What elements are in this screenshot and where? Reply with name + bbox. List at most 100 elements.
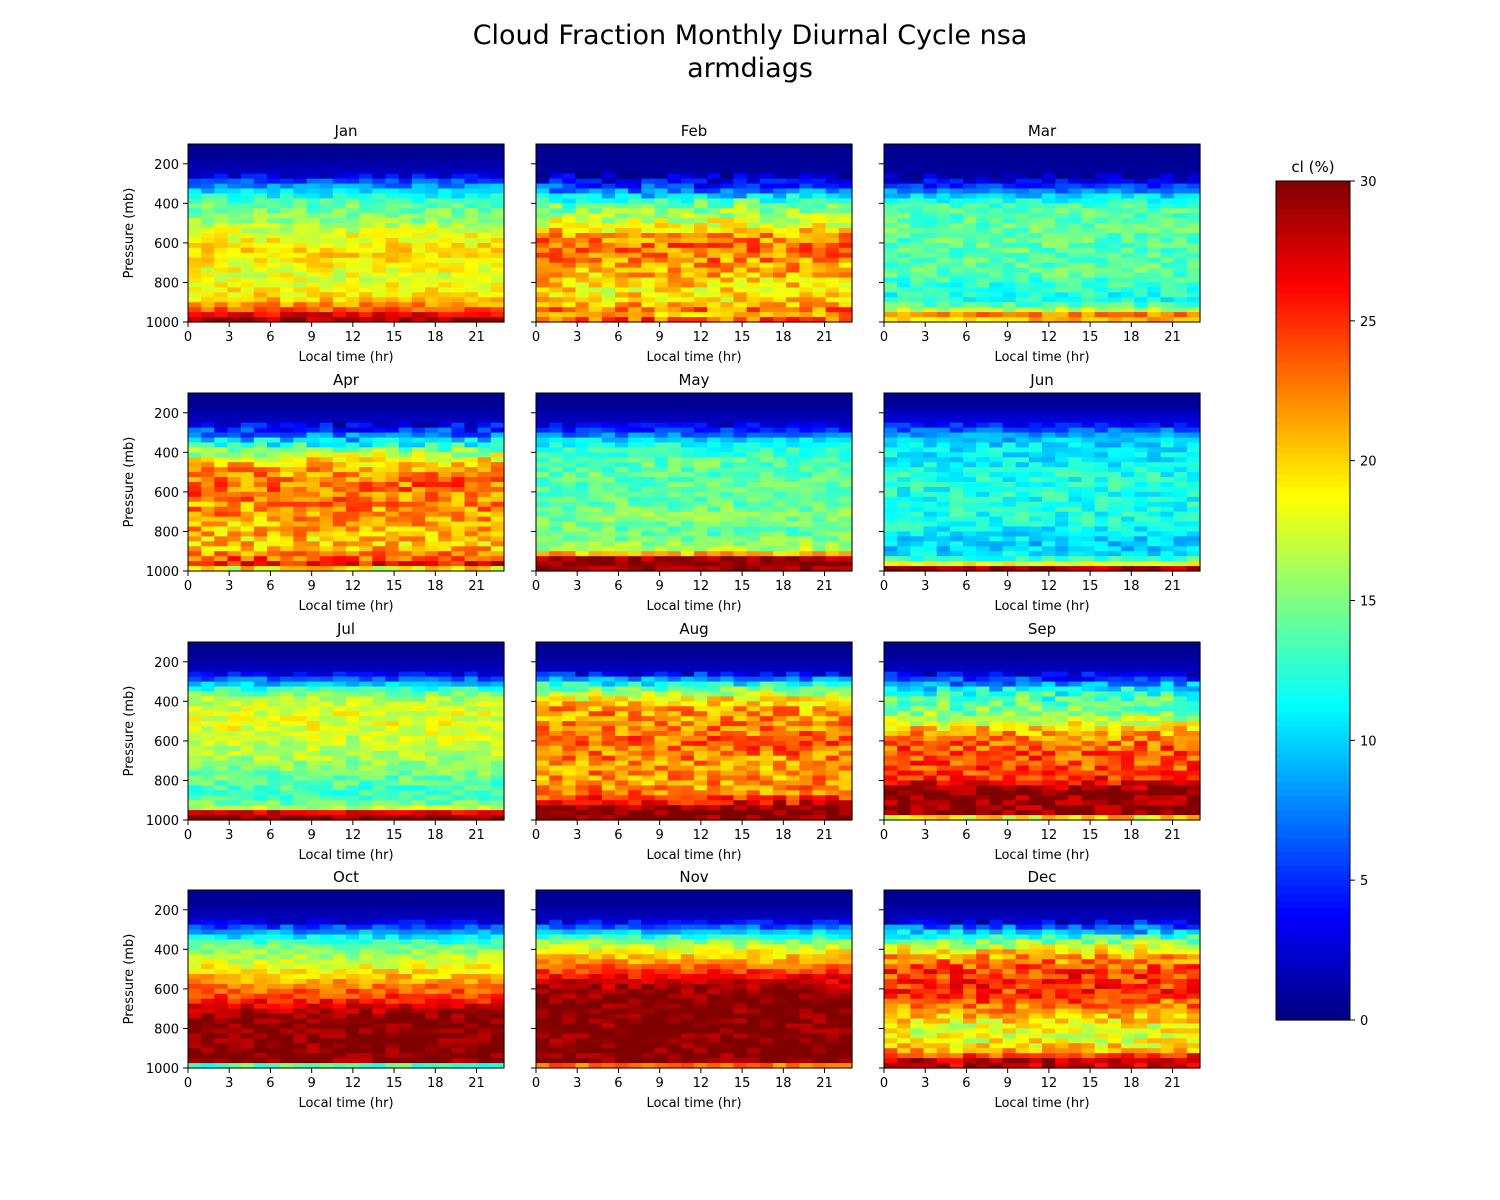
- heatmap-cell: [1015, 312, 1030, 318]
- heatmap-cell: [1094, 317, 1109, 323]
- heatmap-cell: [411, 501, 426, 508]
- heatmap-cell: [411, 237, 426, 244]
- heatmap-cell: [707, 511, 721, 518]
- heatmap-cell: [746, 198, 761, 204]
- heatmap-cell: [359, 482, 373, 488]
- heatmap-cell: [1160, 163, 1175, 170]
- heatmap-cell: [720, 472, 735, 478]
- heatmap-cell: [411, 521, 426, 528]
- heatmap-cell: [733, 277, 748, 284]
- heatmap-cell: [253, 158, 268, 165]
- heatmap-cell: [746, 516, 761, 523]
- heatmap-cell: [477, 467, 492, 473]
- heatmap-cell: [490, 188, 505, 195]
- heatmap-cell: [615, 531, 629, 537]
- heatmap-cell: [1068, 247, 1083, 254]
- heatmap-cell: [963, 237, 977, 244]
- heatmap-cell: [1107, 173, 1122, 180]
- heatmap-cell: [680, 516, 695, 523]
- heatmap-cell: [588, 247, 603, 254]
- chart-title: Cloud Fraction Monthly Diurnal Cycle nsa: [472, 20, 1028, 51]
- heatmap-cell: [923, 277, 938, 284]
- heatmap-cell: [825, 317, 840, 323]
- heatmap-cell: [825, 467, 840, 473]
- heatmap-cell: [464, 237, 479, 244]
- heatmap-cell: [1055, 247, 1069, 254]
- heatmap-cell: [227, 432, 242, 439]
- heatmap-cell: [562, 407, 577, 414]
- heatmap-cell: [438, 153, 452, 160]
- heatmap-cell: [425, 267, 439, 274]
- heatmap-cell: [1068, 477, 1083, 483]
- heatmap-cell: [477, 462, 492, 468]
- heatmap-cell: [227, 173, 242, 180]
- heatmap-cell: [949, 541, 964, 547]
- heatmap-cell: [411, 432, 426, 439]
- heatmap-cell: [293, 496, 308, 503]
- heatmap-cell: [759, 501, 774, 508]
- heatmap-cell: [1068, 297, 1083, 303]
- heatmap-cell: [1134, 188, 1148, 195]
- heatmap-cell: [812, 287, 827, 293]
- heatmap-cell: [438, 541, 452, 547]
- heatmap-cell: [425, 317, 439, 323]
- heatmap-cell: [680, 272, 695, 279]
- heatmap-cell: [680, 496, 695, 503]
- heatmap-cell: [641, 208, 656, 214]
- heatmap-cell: [680, 491, 695, 498]
- heatmap-cell: [838, 247, 853, 254]
- heatmap-cell: [825, 472, 840, 478]
- heatmap-cell: [319, 277, 334, 284]
- heatmap-cell: [214, 242, 229, 249]
- heatmap-cell: [615, 223, 629, 229]
- heatmap-cell: [359, 501, 373, 508]
- heatmap-cell: [897, 153, 911, 160]
- heatmap-cell: [372, 501, 387, 508]
- heatmap-cell: [694, 541, 708, 547]
- heatmap-cell: [549, 486, 563, 493]
- heatmap-cell: [1002, 158, 1017, 165]
- heatmap-cell: [464, 163, 479, 170]
- heatmap-cell: [897, 188, 911, 195]
- heatmap-cell: [923, 223, 938, 229]
- heatmap-cell: [464, 267, 479, 274]
- heatmap-cell: [799, 247, 814, 254]
- heatmap-cell: [1147, 247, 1162, 254]
- heatmap-cell: [536, 501, 550, 508]
- heatmap-cell: [949, 158, 964, 165]
- heatmap-cell: [477, 297, 492, 303]
- heatmap-cell: [1147, 218, 1162, 224]
- heatmap-cell: [438, 546, 452, 552]
- heatmap-cell: [615, 257, 629, 264]
- heatmap-cell: [1147, 233, 1162, 239]
- heatmap-cell: [240, 417, 255, 424]
- heatmap-cell: [588, 491, 603, 498]
- heatmap-cell: [773, 462, 787, 468]
- heatmap-cell: [923, 233, 938, 239]
- heatmap-cell: [385, 262, 400, 269]
- heatmap-cell: [398, 267, 413, 274]
- heatmap-cell: [1042, 233, 1056, 239]
- heatmap-cell: [201, 223, 215, 229]
- heatmap-cell: [680, 223, 695, 229]
- heatmap-cell: [188, 472, 202, 478]
- heatmap-cell: [989, 422, 1004, 429]
- heatmap-cell: [306, 506, 321, 513]
- heatmap-cell: [838, 223, 853, 229]
- heatmap-cell: [923, 247, 938, 254]
- heatmap-cell: [451, 437, 466, 444]
- heatmap-cell: [240, 213, 255, 219]
- heatmap-cell: [385, 252, 400, 259]
- heatmap-cell: [667, 153, 682, 160]
- heatmap-cell: [910, 521, 925, 528]
- heatmap-cell: [1107, 282, 1122, 288]
- heatmap-cell: [451, 486, 466, 493]
- heatmap-cell: [1173, 233, 1188, 239]
- heatmap-cell: [910, 188, 925, 195]
- heatmap-cell: [936, 262, 951, 269]
- heatmap-cell: [680, 486, 695, 493]
- heatmap-cell: [1147, 208, 1162, 214]
- heatmap-cell: [398, 477, 413, 483]
- heatmap-cell: [720, 477, 735, 483]
- heatmap-cell: [253, 297, 268, 303]
